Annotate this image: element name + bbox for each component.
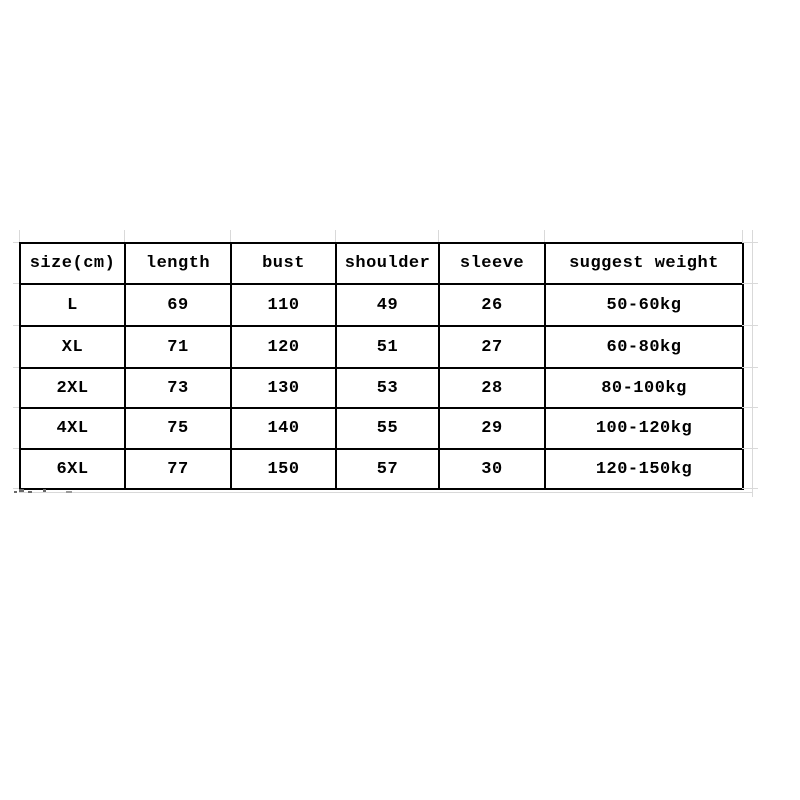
cell-size: 4XL [19,407,126,450]
cell-sleeve: 27 [438,325,546,369]
cell-shoulder: 51 [335,325,440,369]
cell-weight: 100-120kg [544,407,744,450]
smudge-artifact [28,491,32,493]
gridline-artifact [230,230,231,242]
cell-size: 6XL [19,448,126,490]
gridline-artifact [13,407,19,408]
table-row-2XL: 2XL 73 130 53 28 80-100kg [19,367,744,409]
cell-bust: 150 [230,448,337,490]
header-cell-bust: bust [230,242,337,285]
gridline-artifact [13,325,19,326]
cell-shoulder: 53 [335,367,440,409]
gridline-artifact [742,283,758,284]
cell-weight: 50-60kg [544,283,744,327]
header-cell-sleeve: sleeve [438,242,546,285]
header-row: size(cm) length bust shoulder sleeve sug… [19,242,744,285]
cell-shoulder: 57 [335,448,440,490]
gridline-artifact [742,230,743,242]
header-cell-length: length [124,242,232,285]
gridline-artifact [19,492,753,493]
gridline-artifact [13,242,19,243]
gridline-artifact [438,230,439,242]
gridline-artifact [544,230,545,242]
header-cell-weight: suggest weight [544,242,744,285]
size-chart-table: size(cm) length bust shoulder sleeve sug… [19,242,744,490]
cell-length: 77 [124,448,232,490]
cell-weight: 80-100kg [544,367,744,409]
cell-bust: 140 [230,407,337,450]
header-cell-shoulder: shoulder [335,242,440,285]
cell-sleeve: 30 [438,448,546,490]
smudge-artifact [14,491,17,493]
cell-shoulder: 55 [335,407,440,450]
gridline-artifact [742,242,758,243]
table-row-6XL: 6XL 77 150 57 30 120-150kg [19,448,744,490]
header-cell-size: size(cm) [19,242,126,285]
smudge-artifact [66,491,72,493]
cell-weight: 120-150kg [544,448,744,490]
smudge-artifact [43,489,46,492]
gridline-artifact [13,367,19,368]
cell-weight: 60-80kg [544,325,744,369]
gridline-artifact [335,230,336,242]
cell-sleeve: 29 [438,407,546,450]
gridline-artifact [742,448,758,449]
cell-bust: 120 [230,325,337,369]
cell-sleeve: 26 [438,283,546,327]
cell-bust: 130 [230,367,337,409]
cell-size: 2XL [19,367,126,409]
gridline-artifact [742,367,758,368]
cell-bust: 110 [230,283,337,327]
table-row-XL: XL 71 120 51 27 60-80kg [19,325,744,369]
gridline-artifact [742,407,758,408]
smudge-artifact [19,489,24,492]
cell-length: 69 [124,283,232,327]
gridline-artifact [742,325,758,326]
cell-shoulder: 49 [335,283,440,327]
cell-sleeve: 28 [438,367,546,409]
gridline-artifact [752,230,753,497]
gridline-artifact [124,230,125,242]
cell-length: 75 [124,407,232,450]
cell-length: 73 [124,367,232,409]
cell-size: XL [19,325,126,369]
cell-length: 71 [124,325,232,369]
gridline-artifact [13,488,19,489]
table-row-4XL: 4XL 75 140 55 29 100-120kg [19,407,744,450]
gridline-artifact [742,488,758,489]
cell-size: L [19,283,126,327]
table-row-L: L 69 110 49 26 50-60kg [19,283,744,327]
gridline-artifact [13,448,19,449]
gridline-artifact [19,230,20,242]
gridline-artifact [13,283,19,284]
